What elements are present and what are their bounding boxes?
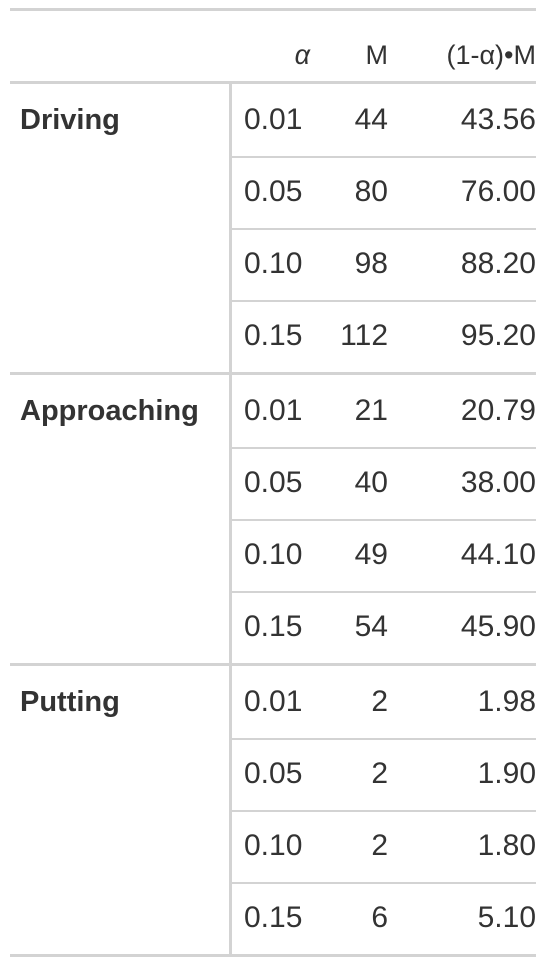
table-row: 0.05 40 38.00 xyxy=(10,447,536,519)
table-row: 0.10 2 1.80 xyxy=(10,810,536,882)
group-label: Approaching xyxy=(10,375,232,428)
header-calc: (1-α)•M xyxy=(390,40,536,81)
calc-cell: 5.10 xyxy=(390,901,536,935)
table-row: 0.15 6 5.10 xyxy=(10,882,536,954)
m-cell: 40 xyxy=(310,466,390,500)
alpha-cell: 0.01 xyxy=(232,103,310,137)
m-cell: 98 xyxy=(310,247,390,281)
group-label: Putting xyxy=(10,666,232,719)
calc-cell: 1.80 xyxy=(390,829,536,863)
table-row: 0.15 54 45.90 xyxy=(10,591,536,663)
alpha-cell: 0.15 xyxy=(232,319,310,353)
calc-cell: 45.90 xyxy=(390,610,536,644)
calc-cell: 1.98 xyxy=(390,685,536,719)
alpha-cell: 0.10 xyxy=(232,247,310,281)
m-cell: 2 xyxy=(310,685,390,719)
calc-cell: 43.56 xyxy=(390,103,536,137)
alpha-cell: 0.10 xyxy=(232,829,310,863)
table-row: 0.15 112 95.20 xyxy=(10,300,536,372)
table-row: 0.10 49 44.10 xyxy=(10,519,536,591)
alpha-cell: 0.01 xyxy=(232,394,310,428)
m-cell: 2 xyxy=(310,829,390,863)
calc-cell: 88.20 xyxy=(390,247,536,281)
m-cell: 80 xyxy=(310,175,390,209)
alpha-cell: 0.15 xyxy=(232,901,310,935)
header-row: α M (1-α)•M xyxy=(10,11,536,84)
table-row: Approaching 0.01 21 20.79 xyxy=(10,375,536,447)
group-approaching: Approaching 0.01 21 20.79 0.05 40 38.00 … xyxy=(10,372,536,663)
m-cell: 49 xyxy=(310,538,390,572)
alpha-cell: 0.15 xyxy=(232,610,310,644)
alpha-cell: 0.01 xyxy=(232,685,310,719)
m-cell: 112 xyxy=(310,319,390,353)
calc-cell: 38.00 xyxy=(390,466,536,500)
alpha-cell: 0.05 xyxy=(232,175,310,209)
table-row: Driving 0.01 44 43.56 xyxy=(10,84,536,156)
table-row: Putting 0.01 2 1.98 xyxy=(10,666,536,738)
table-row: 0.10 98 88.20 xyxy=(10,228,536,300)
data-table: α M (1-α)•M Driving 0.01 44 43.56 0.05 8… xyxy=(10,8,536,957)
calc-cell: 76.00 xyxy=(390,175,536,209)
m-cell: 21 xyxy=(310,394,390,428)
table-row: 0.05 80 76.00 xyxy=(10,156,536,228)
alpha-cell: 0.10 xyxy=(232,538,310,572)
alpha-cell: 0.05 xyxy=(232,757,310,791)
calc-cell: 44.10 xyxy=(390,538,536,572)
header-m: M xyxy=(310,40,390,81)
m-cell: 54 xyxy=(310,610,390,644)
m-cell: 2 xyxy=(310,757,390,791)
calc-cell: 95.20 xyxy=(390,319,536,353)
m-cell: 44 xyxy=(310,103,390,137)
table-row: 0.05 2 1.90 xyxy=(10,738,536,810)
calc-cell: 20.79 xyxy=(390,394,536,428)
calc-cell: 1.90 xyxy=(390,757,536,791)
group-putting: Putting 0.01 2 1.98 0.05 2 1.90 0.10 2 1… xyxy=(10,663,536,954)
group-label: Driving xyxy=(10,84,232,137)
header-alpha: α xyxy=(10,40,310,81)
alpha-cell: 0.05 xyxy=(232,466,310,500)
m-cell: 6 xyxy=(310,901,390,935)
group-driving: Driving 0.01 44 43.56 0.05 80 76.00 0.10… xyxy=(10,84,536,372)
